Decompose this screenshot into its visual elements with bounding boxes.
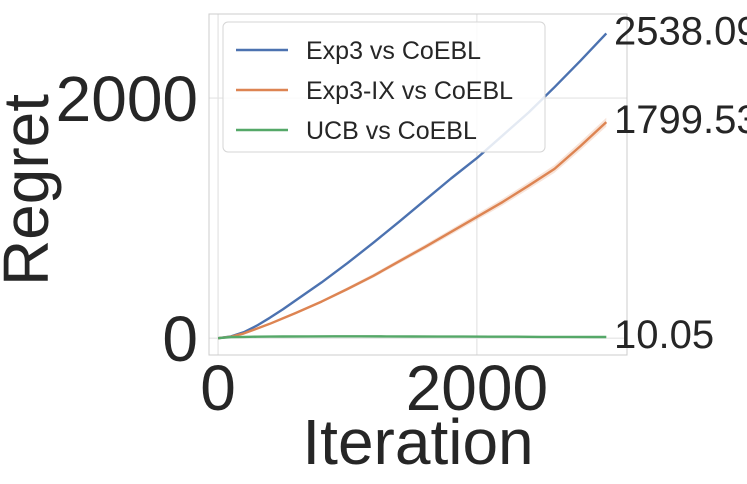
legend-label-exp3ix: Exp3-IX vs CoEBL: [306, 77, 513, 105]
end-value-label-exp3ix: 1799.53: [614, 98, 747, 142]
x-axis-title: Iteration: [302, 406, 533, 478]
legend-label-exp3: Exp3 vs CoEBL: [306, 37, 481, 65]
y-tick-label: 0: [162, 303, 198, 375]
end-label-layer: 2538.09 1799.53 10.05: [614, 9, 747, 357]
x-tick-label: 0: [200, 352, 236, 424]
legend: Exp3 vs CoEBL Exp3-IX vs CoEBL UCB vs CoEB…: [222, 21, 546, 153]
x-tick-label: 2000: [406, 352, 548, 424]
series-line-exp3ix: [217, 121, 608, 340]
end-value-label-exp3: 2538.09: [614, 9, 747, 53]
plot-frame: [208, 13, 628, 356]
tick-layer: 0 2000 0 2000: [56, 63, 548, 424]
y-axis-title: Regret: [0, 94, 62, 286]
legend-items: Exp3 vs CoEBL Exp3-IX vs CoEBL UCB vs CoEB…: [236, 37, 513, 145]
y-tick-label: 2000: [56, 63, 198, 135]
legend-label-ucb: UCB vs CoEBL: [306, 117, 477, 145]
series-line-ucb: [217, 335, 607, 340]
end-value-label-ucb: 10.05: [614, 313, 714, 357]
legend-box: [222, 21, 546, 153]
